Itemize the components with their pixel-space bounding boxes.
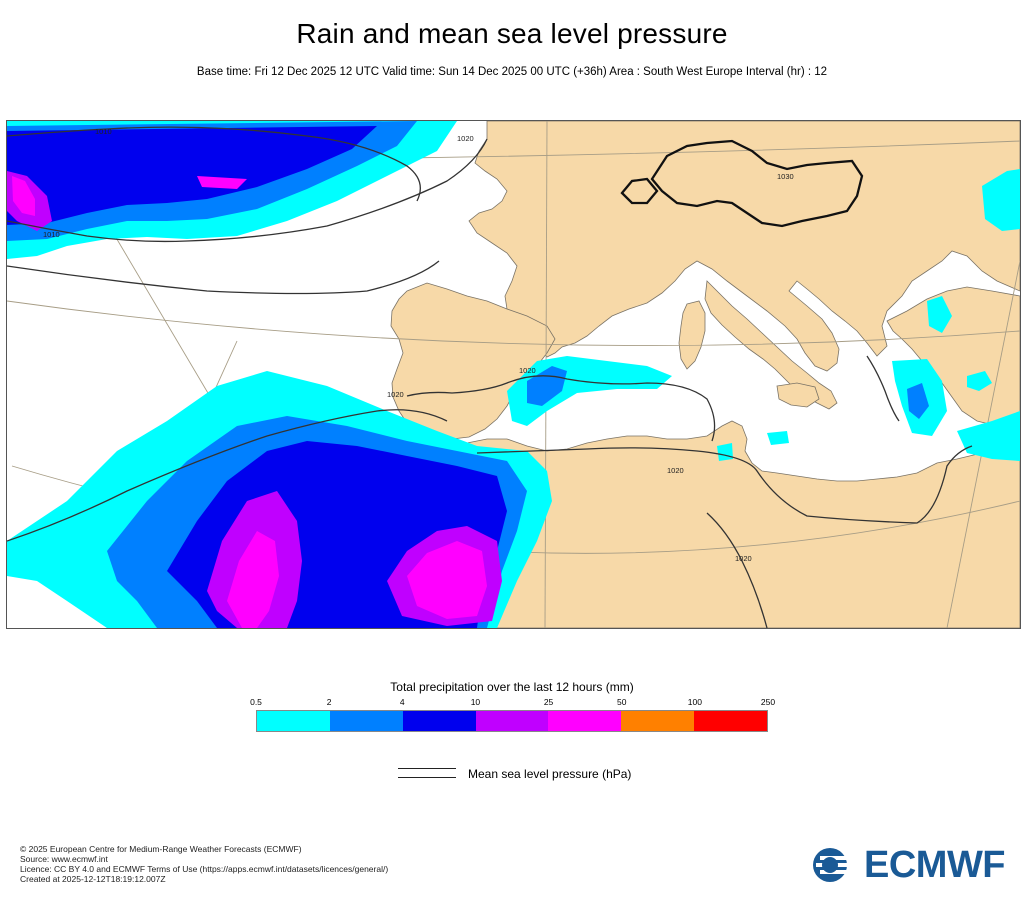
mslp-legend-line-top	[398, 768, 456, 769]
precip-magenta	[227, 531, 279, 628]
legend-tick-label: 250	[760, 697, 776, 707]
land-italy	[704, 280, 838, 410]
legend-tick-label: 50	[616, 697, 627, 707]
ecmwf-logo-icon	[813, 848, 854, 882]
land-sicily	[776, 382, 820, 408]
isobar-line	[7, 138, 488, 243]
legend-swatch	[621, 711, 695, 731]
legend-colorbar	[256, 710, 768, 732]
mslp-legend-line-bottom	[398, 777, 456, 778]
legend-tick-label: 2	[326, 697, 332, 707]
isobar-line	[406, 375, 716, 442]
precip-cyan	[927, 296, 952, 333]
ecmwf-logo-text: ECMWF	[864, 844, 1006, 886]
precip-cyan	[982, 169, 1020, 231]
precip-cyan	[767, 431, 789, 445]
precipitation-layer	[7, 121, 1020, 628]
footer-line: Created at 2025-12-12T18:19:12.007Z	[20, 874, 166, 884]
isobar-line	[7, 409, 448, 542]
legend-title: Total precipitation over the last 12 hou…	[390, 680, 634, 694]
isobar-label: 1020	[457, 134, 474, 143]
legend-tick-label: 4	[399, 697, 405, 707]
legend-swatch	[548, 711, 622, 731]
isobar-line	[476, 445, 973, 524]
legend-tick-label: 0.5	[250, 697, 262, 707]
legend-swatch	[257, 711, 330, 731]
chart-title: Rain and mean sea level pressure	[296, 18, 728, 49]
isobar-label: 1020	[387, 390, 404, 399]
footer-line: Licence: CC BY 4.0 and ECMWF Terms of Us…	[20, 864, 389, 874]
footer-line: Source: www.ecmwf.int	[20, 854, 108, 864]
precip-cyan	[957, 411, 1020, 461]
precip-cyan	[717, 443, 733, 461]
precip-magenta	[407, 541, 487, 619]
isobar-line	[7, 126, 421, 202]
isobar-label: 1020	[519, 366, 536, 375]
isobar-line-bold	[650, 139, 864, 228]
legend-swatch	[475, 711, 549, 731]
land-iberia	[390, 282, 556, 440]
legend-tick-label: 10	[470, 697, 481, 707]
forecast-map[interactable]: 1010 1020 1010 1020 1020 1020 1030 1020	[6, 120, 1021, 629]
isobar-line	[866, 355, 900, 422]
isobar-line-bold	[620, 177, 659, 205]
precip-deep-blue	[7, 126, 377, 225]
footer-line: © 2025 European Centre for Medium-Range …	[20, 844, 302, 854]
legend-tick-label: 100	[687, 697, 702, 707]
ecmwf-logo[interactable]: ECMWF	[812, 845, 1012, 885]
legend-swatch	[402, 711, 476, 731]
isobar-bold-layer	[620, 139, 864, 228]
graticule-parallel	[7, 300, 1020, 346]
legend-swatch	[694, 711, 768, 731]
map-canvas: 1010 1020 1010 1020 1020 1020 1030 1020	[7, 121, 1020, 628]
isobar-label: 1010	[43, 230, 60, 239]
chart-subtitle: Base time: Fri 12 Dec 2025 12 UTC Valid …	[196, 66, 828, 78]
mslp-legend-label: Mean sea level pressure (hPa)	[468, 767, 632, 781]
land-balkans	[886, 286, 1020, 427]
isobar-label: 1020	[667, 466, 684, 475]
footer-credits: © 2025 European Centre for Medium-Range …	[20, 844, 388, 884]
isobar-layer	[7, 126, 973, 628]
precip-magenta	[12, 176, 35, 216]
land-sardinia	[678, 300, 706, 370]
legend-tick-label: 25	[543, 697, 554, 707]
isobar-label: 1030	[777, 172, 794, 181]
precip-blue	[907, 383, 929, 419]
precip-magenta	[197, 176, 247, 189]
isobar-labels: 1010 1020 1010 1020 1020 1020 1030 1020	[43, 127, 794, 563]
land-europe	[468, 121, 1020, 372]
isobar-label: 1020	[735, 554, 752, 563]
precip-cyan	[967, 371, 992, 391]
legend-swatch	[329, 711, 403, 731]
isobar-line	[7, 260, 440, 295]
isobar-label: 1010	[95, 127, 112, 136]
isobar-line	[706, 512, 768, 628]
